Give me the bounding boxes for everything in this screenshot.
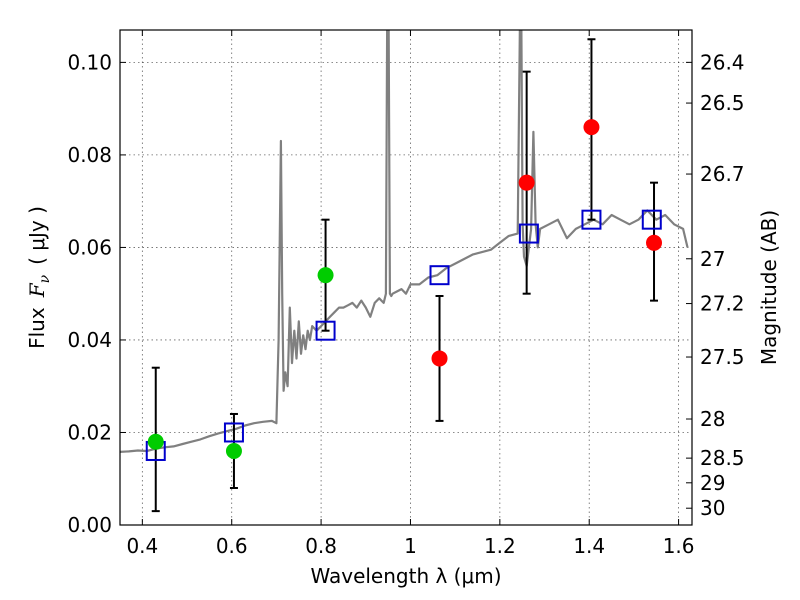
y-tick-label: 0.10 <box>67 50 112 74</box>
magnitude-tick-label: 29 <box>700 471 725 495</box>
x-tick-label: 0.4 <box>126 534 158 558</box>
x-tick-label: 1 <box>404 534 417 558</box>
data-markers <box>145 119 663 461</box>
model-square-marker <box>518 223 539 244</box>
x-axis-label: Wavelength λ (μm) <box>310 564 501 588</box>
spectrum-line <box>120 30 689 453</box>
y-axis-label-unit: ( μJy ) <box>25 206 49 265</box>
model-square-marker <box>581 209 602 230</box>
y-tick-label: 0.08 <box>67 143 112 167</box>
red-data-point <box>518 174 535 191</box>
y-tick-label: 0.00 <box>67 513 112 537</box>
y-axis-label-subscript: ν <box>37 274 53 283</box>
x-tick-label: 0.6 <box>216 534 248 558</box>
magnitude-tick-label: 27 <box>700 247 725 271</box>
green-data-point <box>225 442 242 459</box>
green-data-point <box>317 267 334 284</box>
y-axis-label: Flux Fν ( μJy ) <box>25 206 53 349</box>
y-axis-label-main: Flux <box>25 307 49 349</box>
model-square-marker <box>315 320 336 341</box>
spectrum-series <box>120 30 689 453</box>
green-data-point <box>147 433 164 450</box>
model-square-marker <box>641 209 662 230</box>
x-tick-label: 0.8 <box>305 534 337 558</box>
plot-frame <box>119 29 693 526</box>
x-tick-label: 1.4 <box>573 534 605 558</box>
red-data-point <box>583 119 600 136</box>
magnitude-tick-label: 28 <box>700 407 725 431</box>
red-data-point <box>646 234 663 251</box>
axis-ticks: 0.4 0.6 0.8 1 1.2 1.4 1.6 0.00 0.02 0.04 0.06 0.08 0… <box>67 30 745 558</box>
magnitude-tick-label: 27.5 <box>700 345 745 369</box>
x-tick-label: 1.2 <box>484 534 516 558</box>
magnitude-tick-label: 26.4 <box>700 50 745 74</box>
model-square-marker <box>429 265 450 286</box>
x-tick-label: 1.6 <box>663 534 695 558</box>
y-tick-label: 0.02 <box>67 420 112 444</box>
model-square-marker <box>223 422 244 443</box>
magnitude-tick-label: 26.7 <box>700 162 745 186</box>
y-tick-label: 0.06 <box>67 235 112 259</box>
magnitude-tick-label: 27.2 <box>700 292 745 316</box>
y-tick-label: 0.04 <box>67 328 112 352</box>
grid <box>120 30 692 526</box>
y-axis-label-symbol: F <box>25 282 49 298</box>
red-data-point <box>431 350 448 367</box>
magnitude-tick-label: 30 <box>700 496 725 520</box>
magnitude-axis-label: Magnitude (AB) <box>757 210 781 365</box>
magnitude-tick-label: 26.5 <box>700 91 745 115</box>
magnitude-tick-label: 28.5 <box>700 446 745 470</box>
error-bars <box>151 38 659 513</box>
